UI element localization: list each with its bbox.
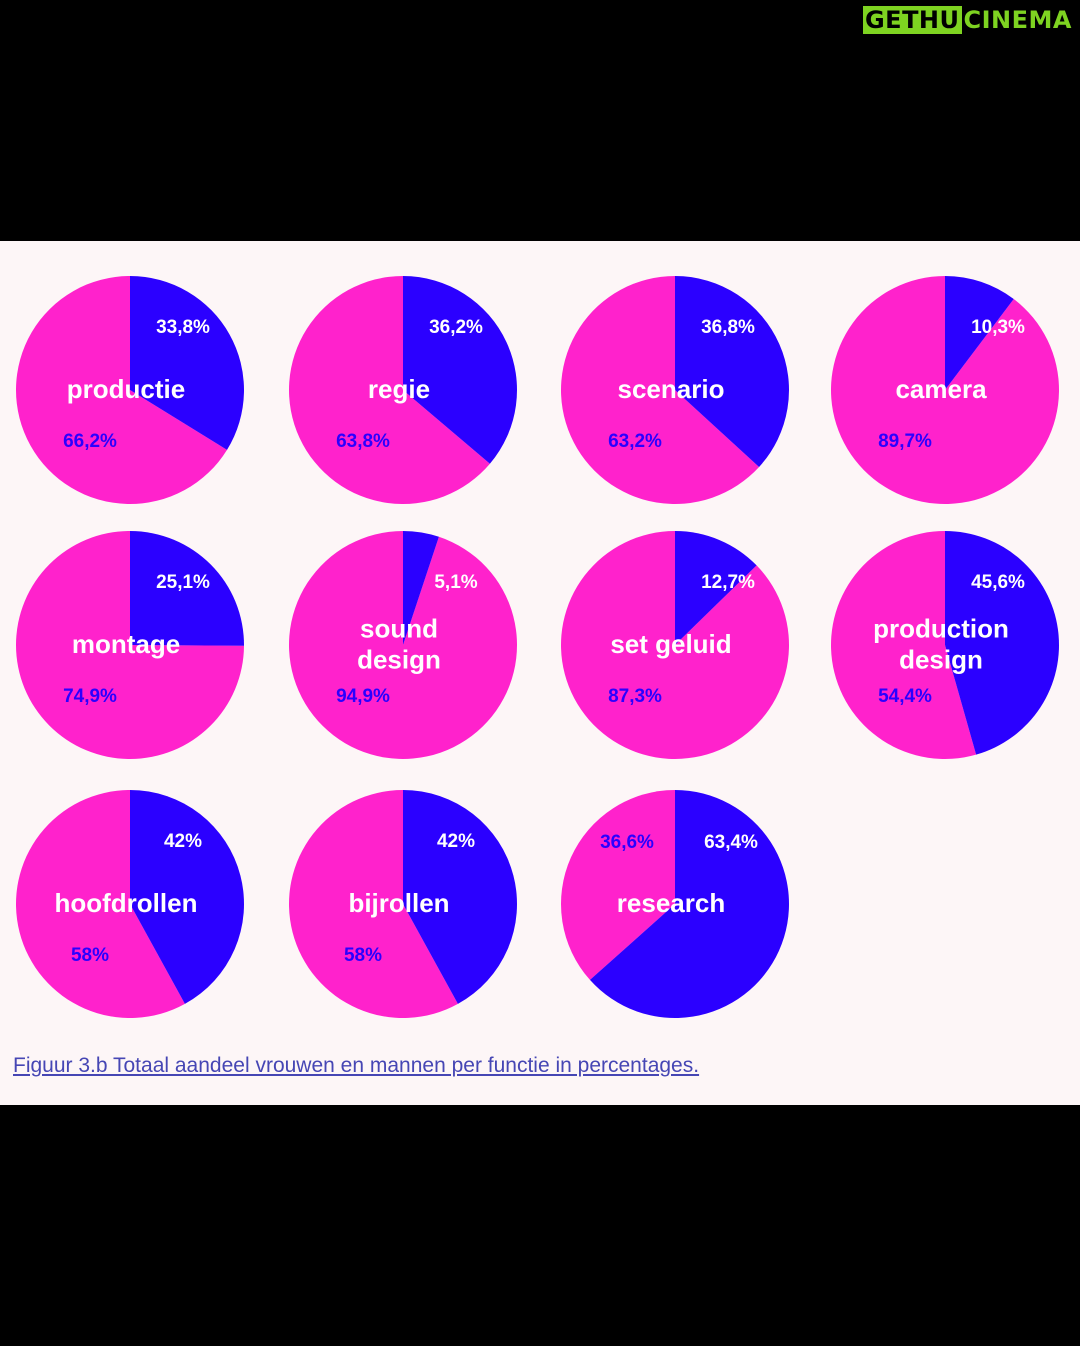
slice-men-hoofdrollen [130, 790, 244, 1004]
slice-men-montage [130, 531, 244, 646]
men-label-production-design: 45,6% [971, 572, 1025, 593]
pie-chart-grid: 33,8% 66,2% productie 36,2% 63,8% regie 36,8% 6… [15, 276, 1059, 1019]
slice-men-set-geluid [675, 531, 757, 645]
women-label-set-geluid: 87,3% [608, 686, 662, 707]
slice-men-research [589, 790, 789, 1019]
category-label-regie: regie [368, 374, 430, 404]
women-label-production-design: 54,4% [878, 686, 932, 707]
pie-set-geluid: 12,7% 87,3% set geluid [561, 531, 789, 759]
pie-camera: 10,3% 89,7% camera [830, 276, 1059, 504]
men-label-montage: 25,1% [156, 572, 210, 593]
category-label-sound-design: sound design [357, 613, 441, 674]
pie-bijrollen: 42% 58% bijrollen [289, 790, 517, 1018]
men-label-sound-design: 5,1% [434, 572, 477, 593]
men-label-set-geluid: 12,7% [701, 572, 755, 593]
pie-production-design: 45,6% 54,4% production design [830, 531, 1059, 759]
slice-women-production-design [830, 531, 977, 759]
slice-women-hoofdrollen [15, 790, 185, 1019]
slice-men-camera [945, 276, 1014, 390]
slice-women-montage [16, 531, 244, 760]
pie-regie: 36,2% 63,8% regie [288, 276, 517, 504]
women-label-hoofdrollen: 58% [71, 945, 109, 966]
watermark-part1: GETHU [862, 6, 962, 34]
women-label-bijrollen: 58% [344, 945, 382, 966]
slice-men-bijrollen [403, 790, 517, 1004]
women-label-camera: 89,7% [878, 431, 932, 452]
pie-montage: 25,1% 74,9% montage [16, 531, 244, 760]
category-label-hoofdrollen: hoofdrollen [55, 888, 198, 918]
slice-women-scenario [561, 276, 760, 504]
pie-hoofdrollen: 42% 58% hoofdrollen [15, 790, 244, 1019]
category-label-scenario: scenario [618, 374, 725, 404]
category-label-production-design: production design [873, 613, 1009, 674]
figure-caption: Figuur 3.b Totaal aandeel vrouwen en man… [13, 1054, 700, 1077]
pie-productie: 33,8% 66,2% productie [15, 276, 244, 505]
category-label-set-geluid: set geluid [610, 629, 731, 659]
men-label-productie: 33,8% [156, 317, 210, 338]
slice-men-productie [130, 276, 244, 450]
men-label-regie: 36,2% [429, 317, 483, 338]
slice-men-sound-design [403, 531, 439, 645]
pie-sound-design: 5,1% 94,9% sound design [289, 531, 518, 759]
men-label-research: 63,4% [704, 832, 758, 853]
men-label-scenario: 36,8% [701, 317, 755, 338]
women-label-montage: 74,9% [63, 686, 117, 707]
pie-research: 63,4% 36,6% research [561, 790, 789, 1019]
category-label-bijrollen: bijrollen [348, 888, 449, 918]
slice-women-sound-design [289, 531, 518, 759]
slice-women-bijrollen [289, 790, 458, 1018]
category-label-montage: montage [72, 629, 180, 659]
category-label-productie: productie [67, 374, 185, 404]
slice-men-production-design [945, 531, 1059, 755]
watermark-part2: CINEMA [963, 6, 1072, 34]
men-label-hoofdrollen: 42% [164, 831, 202, 852]
slice-men-scenario [675, 276, 790, 467]
women-label-regie: 63,8% [336, 431, 390, 452]
slice-women-regie [288, 276, 490, 504]
category-label-camera: camera [895, 374, 987, 404]
women-label-scenario: 63,2% [608, 431, 662, 452]
slice-women-productie [15, 276, 228, 505]
men-label-bijrollen: 42% [437, 831, 475, 852]
men-label-camera: 10,3% [971, 317, 1025, 338]
pie-scenario: 36,8% 63,2% scenario [561, 276, 790, 504]
slice-men-regie [403, 276, 517, 464]
category-label-research: research [617, 888, 725, 918]
women-label-productie: 66,2% [63, 431, 117, 452]
slice-women-research [561, 790, 675, 980]
women-label-research: 36,6% [600, 832, 654, 853]
women-label-sound-design: 94,9% [336, 686, 390, 707]
watermark-logo: GETHU CINEMA [862, 6, 1074, 34]
